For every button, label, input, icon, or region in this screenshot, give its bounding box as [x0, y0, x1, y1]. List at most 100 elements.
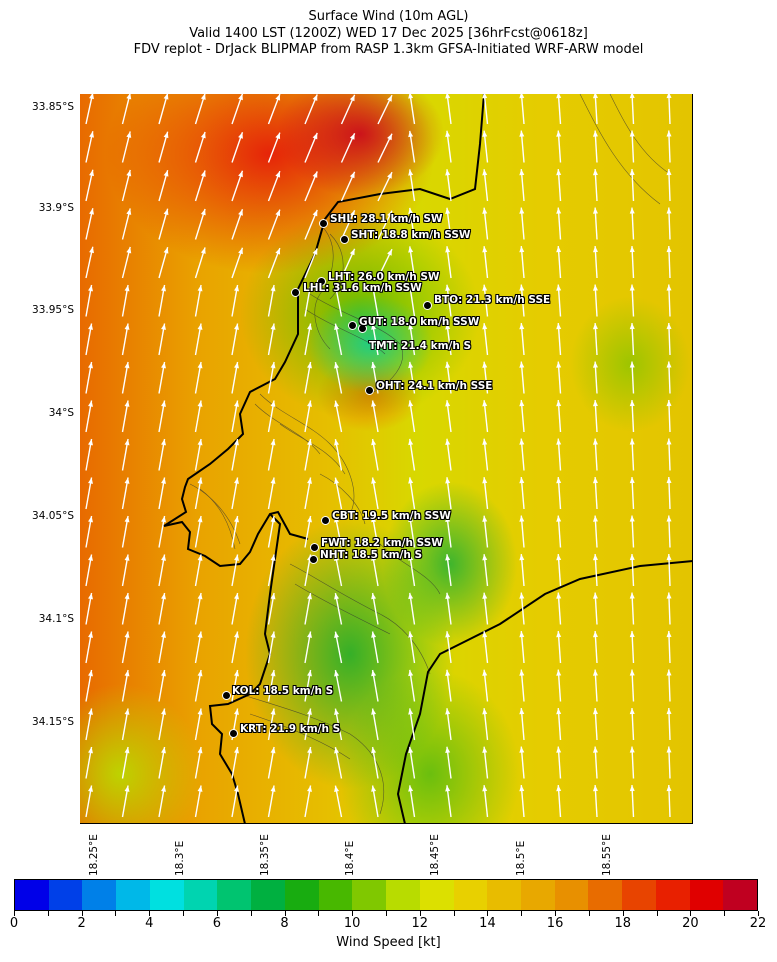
colorbar-swatch — [48, 880, 83, 910]
colorbar-tick-label: 8 — [280, 916, 289, 931]
station-label-oht: OHT: 24.1 km/h SSE — [376, 380, 493, 392]
colorbar-tick — [487, 911, 489, 916]
colorbar-tick — [149, 911, 151, 916]
colorbar-tick — [318, 911, 320, 916]
station-label-nht: NHT: 18.5 km/h S — [320, 549, 423, 561]
colorbar-swatch — [487, 880, 522, 910]
colorbar-tick-label: 14 — [479, 916, 496, 931]
colorbar-tick — [47, 911, 49, 916]
x-tick-18-45: 18.45°E — [429, 834, 441, 876]
colorbar-tick-label: 6 — [212, 916, 222, 931]
station-label-shl: SHL: 28.1 km/h SW — [330, 213, 443, 225]
colorbar-swatch — [217, 880, 252, 910]
station-marker-lhl — [291, 288, 300, 297]
colorbar-swatch — [149, 880, 184, 910]
station-marker-nht — [309, 555, 318, 564]
colorbar-tick — [588, 911, 590, 916]
colorbar-tick — [386, 911, 387, 916]
colorbar-swatch — [15, 880, 49, 910]
colorbar-tick-label: 20 — [682, 916, 699, 931]
map-overlay — [85, 94, 693, 824]
colorbar-swatch — [655, 880, 690, 910]
terrain-contours — [189, 94, 671, 815]
station-marker-krt — [229, 729, 238, 738]
colorbar-tick-label: 16 — [546, 916, 564, 931]
colorbar-tick — [14, 911, 15, 916]
colorbar-swatch — [622, 880, 656, 910]
coastline-west — [163, 94, 485, 568]
station-label-sht: SHT: 18.8 km/h SSW — [351, 229, 471, 241]
y-tick-33-9: 33.9°S — [38, 202, 74, 214]
station-label-lhl: LHL: 31.6 km/h SSW — [303, 282, 422, 294]
colorbar-swatch — [588, 880, 623, 910]
colorbar-swatch — [419, 880, 454, 910]
colorbar-tick — [758, 911, 759, 916]
y-tick-33-95: 33.95°S — [32, 304, 74, 316]
colorbar-tick — [690, 911, 692, 916]
colorbar-swatch — [116, 880, 150, 910]
station-label-krt: KRT: 21.9 km/h S — [240, 723, 341, 735]
chart-subtitle-model: FDV replot - DrJack BLIPMAP from RASP 1.… — [133, 42, 644, 57]
wind-map — [80, 94, 693, 824]
wind-arrows — [85, 94, 672, 818]
station-marker-lht — [317, 277, 326, 286]
coastline-southwest — [208, 513, 282, 824]
station-marker-oht — [365, 386, 374, 395]
colorbar-tick-label: 10 — [343, 916, 361, 931]
colorbar-swatch — [453, 880, 488, 910]
y-tick-34-15: 34.15°S — [32, 716, 74, 728]
station-label-lht: LHT: 26.0 km/h SW — [328, 271, 440, 283]
x-tick-18-5: 18.5°E — [515, 840, 527, 876]
station-marker-kol — [222, 691, 231, 700]
station-marker-sht — [340, 235, 349, 244]
colorbar-tick — [183, 911, 185, 916]
x-tick-18-4: 18.4°E — [344, 840, 356, 876]
chart-subtitle-valid-time: Valid 1400 LST (1200Z) WED 17 Dec 2025 [… — [189, 26, 588, 41]
colorbar-tick — [81, 911, 83, 916]
x-tick-18-55: 18.55°E — [601, 834, 613, 876]
colorbar-tick — [419, 911, 421, 916]
colorbar-swatch — [82, 880, 117, 910]
colorbar-swatch — [352, 880, 387, 910]
y-tick-34: 34°S — [48, 407, 74, 419]
colorbar-tick-label: 18 — [614, 916, 631, 931]
station-label-tmt: TMT: 21.4 km/h S — [369, 340, 472, 352]
station-marker-bto — [423, 301, 432, 310]
colorbar-tick-label: 0 — [9, 916, 19, 931]
station-marker-cbt — [321, 516, 330, 525]
y-tick-34-05: 34.05°S — [32, 510, 74, 522]
colorbar-label: Wind Speed [kt] — [336, 935, 441, 950]
colorbar-tick-label: 12 — [411, 916, 429, 931]
colorbar-tick-label: 4 — [145, 916, 154, 931]
station-marker-fwt — [310, 543, 319, 552]
colorbar-tick — [284, 911, 286, 916]
colorbar-swatch — [318, 880, 353, 910]
colorbar-tick — [622, 911, 624, 916]
station-label-cbt: CBT: 19.5 km/h SSW — [332, 510, 451, 522]
colorbar-tick — [521, 911, 523, 916]
colorbar-swatch — [386, 880, 420, 910]
y-tick-34-1: 34.1°S — [38, 613, 74, 625]
colorbar-swatch — [183, 880, 218, 910]
colorbar-tick — [115, 911, 117, 916]
land-area — [164, 94, 693, 824]
y-tick-33-85: 33.85°S — [32, 101, 74, 113]
x-tick-18-3: 18.3°E — [174, 840, 186, 876]
station-marker-gut-2 — [358, 324, 367, 333]
station-label-gut: GUT: 18.0 km/h SSW — [359, 316, 480, 328]
station-marker-shl — [319, 219, 328, 228]
station-marker-gut-1 — [348, 321, 357, 330]
colorbar-tick — [724, 911, 726, 916]
x-tick-18-35: 18.35°E — [259, 834, 271, 876]
colorbar-swatch — [723, 880, 758, 910]
colorbar-tick — [656, 911, 658, 916]
colorbar-swatch — [284, 880, 319, 910]
colorbar — [14, 879, 758, 911]
colorbar-tick — [352, 911, 354, 916]
colorbar-tick — [216, 911, 218, 916]
colorbar-tick-label: 2 — [77, 916, 86, 931]
colorbar-tick — [453, 911, 455, 916]
chart-title: Surface Wind (10m AGL) — [308, 9, 469, 24]
colorbar-swatch — [689, 880, 724, 910]
x-tick-18-25: 18.25°E — [88, 834, 100, 876]
